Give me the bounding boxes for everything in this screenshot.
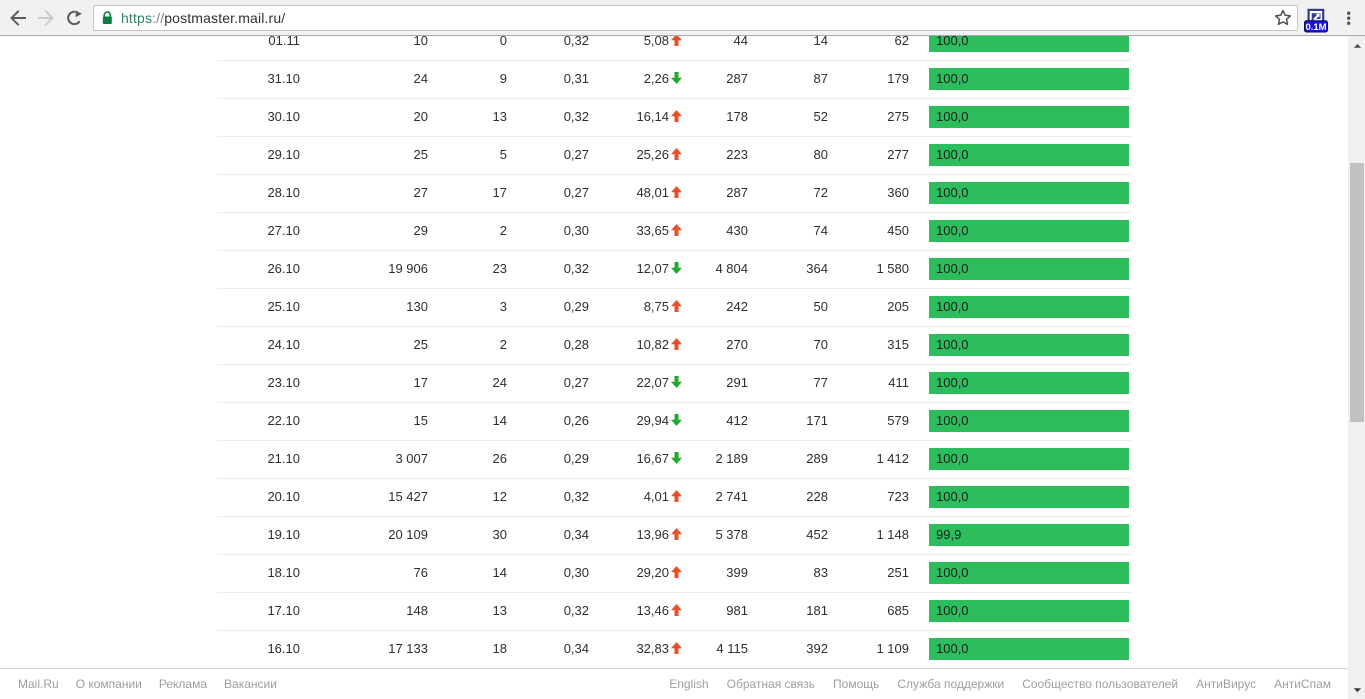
svg-text:0.1M: 0.1M <box>1305 22 1326 33</box>
